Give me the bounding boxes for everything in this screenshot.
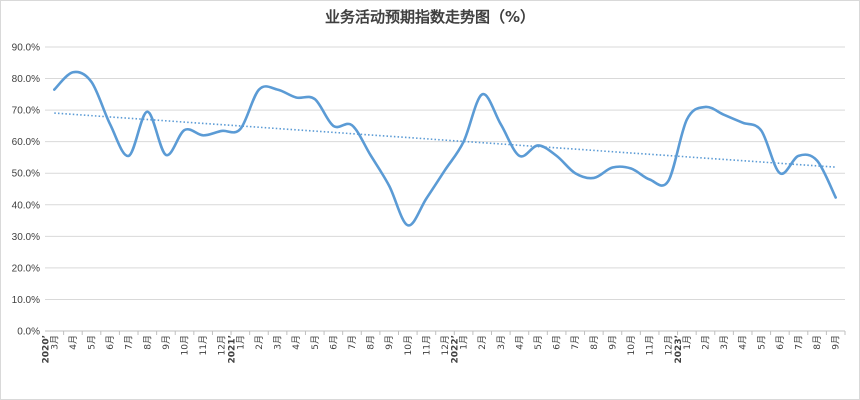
y-tick-label: 30.0% (12, 232, 40, 243)
x-tick-label: 8月 (366, 335, 377, 350)
x-tick-label: 7月 (570, 335, 581, 350)
x-tick-label: 9月 (384, 335, 395, 350)
y-tick-label: 20.0% (12, 263, 40, 274)
x-tick-label: 9月 (607, 335, 618, 350)
y-tick-label: 10.0% (12, 295, 40, 306)
x-year-label: 2020’ (41, 335, 51, 363)
y-tick-label: 40.0% (12, 200, 40, 211)
y-axis-ticks: 0.0% 10.0% 20.0% 30.0% 40.0% 50.0% 60.0% 70.0% 8… (12, 43, 40, 338)
x-year-label: 2023’ (674, 335, 684, 363)
gridlines (45, 46, 846, 335)
y-tick-label: 90.0% (12, 43, 40, 54)
x-tick-label: 8月 (812, 335, 823, 350)
x-tick-label: 3月 (49, 335, 60, 350)
x-tick-label: 12月 (663, 335, 674, 355)
trendline-layer (54, 112, 836, 168)
trendline (54, 112, 836, 168)
y-tick-label: 50.0% (12, 169, 40, 180)
x-tick-label: 1月 (682, 335, 693, 350)
x-tick-label: 10月 (180, 335, 191, 355)
x-tick-label: 6月 (105, 335, 116, 350)
x-tick-label: 1月 (235, 335, 246, 350)
y-tick-label: 0.0% (17, 327, 40, 338)
x-tick-label: 3月 (273, 335, 284, 350)
x-tick-label: 5月 (310, 335, 321, 350)
x-tick-label: 11月 (645, 335, 656, 355)
x-tick-label: 6月 (552, 335, 563, 350)
x-tick-label: 2月 (700, 335, 711, 350)
x-tick-label: 7月 (124, 335, 135, 350)
y-tick-label: 60.0% (12, 137, 40, 148)
y-tick-label: 70.0% (12, 106, 40, 117)
x-tick-label: 11月 (421, 335, 432, 355)
x-tick-label: 9月 (161, 335, 172, 350)
x-tick-label: 4月 (68, 335, 79, 350)
x-tick-label: 10月 (626, 335, 637, 355)
x-tick-label: 2月 (254, 335, 265, 350)
x-tick-label: 8月 (142, 335, 153, 350)
x-tick-label: 3月 (719, 335, 730, 350)
x-tick-label: 7月 (793, 335, 804, 350)
x-tick-label: 6月 (775, 335, 786, 350)
series-layer (53, 70, 837, 227)
x-tick-label: 2月 (477, 335, 488, 350)
series-line-0 (53, 70, 837, 227)
x-tick-label: 7月 (347, 335, 358, 350)
x-tick-label: 9月 (831, 335, 842, 350)
x-tick-label: 11月 (198, 335, 209, 355)
x-year-label: 2021’ (227, 335, 237, 363)
x-tick-label: 4月 (514, 335, 525, 350)
y-tick-label: 80.0% (12, 74, 40, 85)
x-tick-label: 5月 (756, 335, 767, 350)
x-tick-label: 4月 (291, 335, 302, 350)
x-year-label: 2022’ (451, 335, 461, 363)
x-tick-label: 5月 (533, 335, 544, 350)
x-tick-label: 12月 (217, 335, 228, 355)
x-tick-label: 1月 (459, 335, 470, 350)
x-tick-label: 3月 (496, 335, 507, 350)
x-tick-label: 12月 (440, 335, 451, 355)
x-tick-label: 5月 (87, 335, 98, 350)
chart-title: 业务活动预期指数走势图（%） (324, 8, 536, 26)
x-tick-label: 10月 (403, 335, 414, 355)
x-tick-label: 8月 (589, 335, 600, 350)
x-tick-label: 4月 (738, 335, 749, 350)
x-tick-label: 6月 (328, 335, 339, 350)
